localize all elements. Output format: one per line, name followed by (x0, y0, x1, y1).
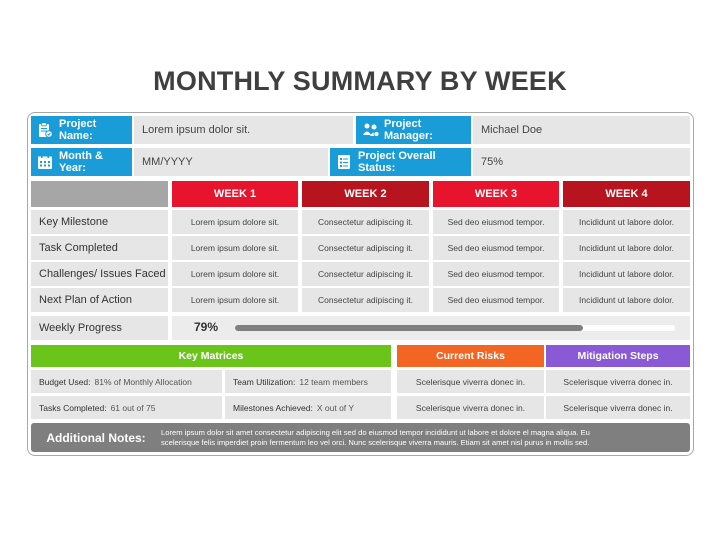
notes-line-1: Lorem ipsum dolor sit amet consectetur a… (161, 428, 590, 437)
row-label-challenges: Challenges/ Issues Faced (31, 262, 168, 286)
row-label-key-milestone: Key Milestone (31, 210, 168, 234)
key-matrices-header: Key Matrices (31, 345, 391, 367)
project-name-label-text: Project Name: (59, 118, 97, 142)
mitigation-steps-header: Mitigation Steps (546, 345, 690, 367)
progress-fill (235, 325, 583, 331)
risk-item[interactable]: Scelerisque viverra donec in. (397, 396, 544, 419)
month-year-label-text: Month & Year: (59, 150, 103, 174)
table-cell[interactable]: Incididunt ut labore dolor. (563, 288, 690, 312)
table-cell[interactable]: Consectetur adipiscing it. (302, 262, 429, 286)
table-cell[interactable]: Lorem ipsum dolore sit. (172, 210, 298, 234)
manager-icon (362, 122, 380, 138)
row-label-task-completed: Task Completed (31, 236, 168, 260)
tasks-completed: Tasks Completed: 61 out of 75 (31, 396, 222, 419)
week-1-header: WEEK 1 (172, 181, 298, 207)
budget-used: Budget Used: 81% of Monthly Allocation (31, 370, 222, 393)
progress-row: 79% (172, 316, 690, 340)
additional-notes-label: Additional Notes: (46, 430, 146, 445)
table-cell[interactable]: Consectetur adipiscing it. (302, 236, 429, 260)
clipboard-icon (37, 122, 53, 138)
table-cell[interactable]: Sed deo eiusmod tempor. (433, 262, 559, 286)
table-cell[interactable]: Consectetur adipiscing it. (302, 288, 429, 312)
mitigation-item[interactable]: Scelerisque viverra donec in. (546, 370, 690, 393)
risk-item[interactable]: Scelerisque viverra donec in. (397, 370, 544, 393)
table-cell[interactable]: Sed deo eiusmod tempor. (433, 210, 559, 234)
table-cell[interactable]: Lorem ipsum dolore sit. (172, 262, 298, 286)
checklist-icon (336, 154, 352, 170)
additional-notes-text[interactable]: Lorem ipsum dolor sit amet consectetur a… (161, 428, 590, 447)
team-utilization: Team Utilization: 12 team members (225, 370, 391, 393)
week-4-header: WEEK 4 (563, 181, 690, 207)
notes-line-2: scelerisque felis imperdiet proin fermen… (161, 437, 590, 447)
overall-status-label: Project Overall Status: (330, 148, 471, 176)
project-manager-label-text: Project Manager: (384, 118, 433, 142)
table-cell[interactable]: Consectetur adipiscing it. (302, 210, 429, 234)
tasks-completed-label: Tasks Completed: (39, 402, 107, 413)
week-header-blank (31, 181, 168, 207)
overall-status-label-text: Project Overall Status: (358, 150, 436, 174)
progress-value: 79% (194, 320, 219, 334)
table-cell[interactable]: Incididunt ut labore dolor. (563, 236, 690, 260)
project-manager-value[interactable]: Michael Doe (473, 116, 690, 144)
milestones-achieved-value: X out of Y (316, 402, 355, 413)
progress-track (235, 325, 675, 331)
week-2-header: WEEK 2 (302, 181, 429, 207)
budget-used-value: 81% of Monthly Allocation (94, 376, 192, 387)
current-risks-header: Current Risks (397, 345, 544, 367)
tasks-completed-value: 61 out of 75 (110, 402, 156, 413)
team-utilization-value: 12 team members (299, 376, 368, 387)
table-cell[interactable]: Incididunt ut labore dolor. (563, 262, 690, 286)
table-cell[interactable]: Sed deo eiusmod tempor. (433, 288, 559, 312)
project-name-value[interactable]: Lorem ipsum dolor sit. (134, 116, 353, 144)
project-name-label: Project Name: (31, 116, 132, 144)
milestones-achieved-label: Milestones Achieved: (233, 402, 313, 413)
budget-used-label: Budget Used: (39, 376, 91, 387)
week-3-header: WEEK 3 (433, 181, 559, 207)
project-manager-label: Project Manager: (356, 116, 471, 144)
table-cell[interactable]: Lorem ipsum dolore sit. (172, 288, 298, 312)
table-cell[interactable]: Lorem ipsum dolore sit. (172, 236, 298, 260)
additional-notes: Additional Notes: Lorem ipsum dolor sit … (31, 423, 690, 452)
month-year-value[interactable]: MM/YYYY (134, 148, 328, 176)
team-utilization-label: Team Utilization: (233, 376, 296, 387)
row-label-weekly-progress: Weekly Progress (31, 316, 168, 340)
table-cell[interactable]: Incididunt ut labore dolor. (563, 210, 690, 234)
calendar-icon (37, 154, 53, 170)
milestones-achieved: Milestones Achieved: X out of Y (225, 396, 391, 419)
table-cell[interactable]: Sed deo eiusmod tempor. (433, 236, 559, 260)
page-title: MONTHLY SUMMARY BY WEEK (153, 66, 567, 96)
row-label-next-plan: Next Plan of Action (31, 288, 168, 312)
mitigation-item[interactable]: Scelerisque viverra donec in. (546, 396, 690, 419)
overall-status-value[interactable]: 75% (473, 148, 690, 176)
month-year-label: Month & Year: (31, 148, 132, 176)
